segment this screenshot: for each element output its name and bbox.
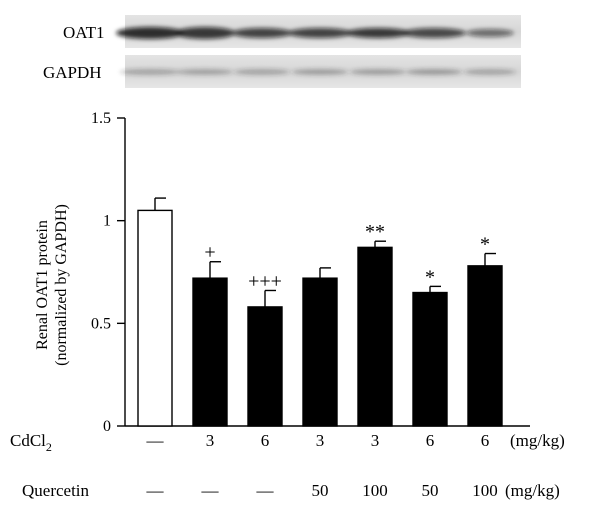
condition-table: CdCl2 — 3 6 3 3 6 6 (mg/kg) Quercetin — — — 50 100… xyxy=(10,431,565,500)
bar xyxy=(247,306,283,427)
condition-value: — xyxy=(201,481,220,500)
blot-band xyxy=(464,69,516,75)
condition-value: 50 xyxy=(312,481,329,500)
blot-band xyxy=(350,69,406,75)
y-axis-title: Renal OAT1 protein (normalized by GAPDH) xyxy=(34,204,70,366)
blot-label-gapdh: GAPDH xyxy=(43,63,102,82)
y-tick-label: 0.5 xyxy=(91,315,111,332)
western-blot: OAT1 GAPDH xyxy=(43,15,521,88)
condition-value: 6 xyxy=(481,431,490,450)
blot-band xyxy=(234,69,290,75)
blot-label-oat1: OAT1 xyxy=(63,23,105,42)
significance-marker: +++ xyxy=(248,270,282,292)
bar xyxy=(357,246,393,427)
condition-row-quercetin: — — — 50 100 50 100 xyxy=(146,481,498,500)
condition-label-cdcl2: CdCl2 xyxy=(10,431,52,454)
condition-row-cdcl2: — 3 6 3 3 6 6 xyxy=(146,431,490,450)
condition-unit-cdcl2: (mg/kg) xyxy=(510,431,565,450)
significance-marker: ** xyxy=(365,221,385,243)
blot-bands-oat1 xyxy=(116,27,514,39)
blot-band xyxy=(466,29,514,37)
condition-value: 50 xyxy=(422,481,439,500)
significance-marker: * xyxy=(480,234,490,256)
bar xyxy=(192,277,228,427)
condition-value: 3 xyxy=(316,431,325,450)
y-axis-title-line1: Renal OAT1 protein xyxy=(34,220,51,350)
blot-band xyxy=(346,28,410,38)
y-tick-label: 1 xyxy=(103,213,111,230)
bar xyxy=(467,265,503,427)
blot-band xyxy=(292,69,348,75)
blot-band xyxy=(116,27,184,39)
bar xyxy=(412,291,448,427)
blot-band xyxy=(288,28,352,38)
y-axis-title-line2: (normalized by GAPDH) xyxy=(53,204,70,366)
condition-value: — xyxy=(146,431,165,450)
blot-band xyxy=(177,69,233,75)
y-ticks: 0 0.5 1 1.5 xyxy=(91,110,125,435)
blot-bands-gapdh xyxy=(120,69,516,75)
condition-value: 100 xyxy=(362,481,388,500)
condition-value: — xyxy=(146,481,165,500)
blot-band xyxy=(120,69,180,75)
y-tick-label: 1.5 xyxy=(91,110,111,127)
blot-band xyxy=(175,27,235,39)
blot-band xyxy=(402,28,466,38)
condition-label-quercetin: Quercetin xyxy=(22,481,90,500)
condition-unit-quercetin: (mg/kg) xyxy=(505,481,560,500)
condition-value: 100 xyxy=(472,481,498,500)
bar xyxy=(302,277,338,427)
condition-value: — xyxy=(256,481,275,500)
condition-value: 6 xyxy=(426,431,435,450)
condition-value: 3 xyxy=(371,431,380,450)
significance-marker: * xyxy=(425,266,435,288)
blot-band xyxy=(406,69,462,75)
bars: ++++**** xyxy=(137,197,503,427)
condition-value: 3 xyxy=(206,431,215,450)
bar-chart: Renal OAT1 protein (normalized by GAPDH)… xyxy=(34,110,530,435)
bar xyxy=(137,209,173,427)
y-tick-label: 0 xyxy=(103,418,111,435)
significance-marker: + xyxy=(204,242,215,264)
condition-value: 6 xyxy=(261,431,270,450)
blot-band xyxy=(232,28,292,38)
